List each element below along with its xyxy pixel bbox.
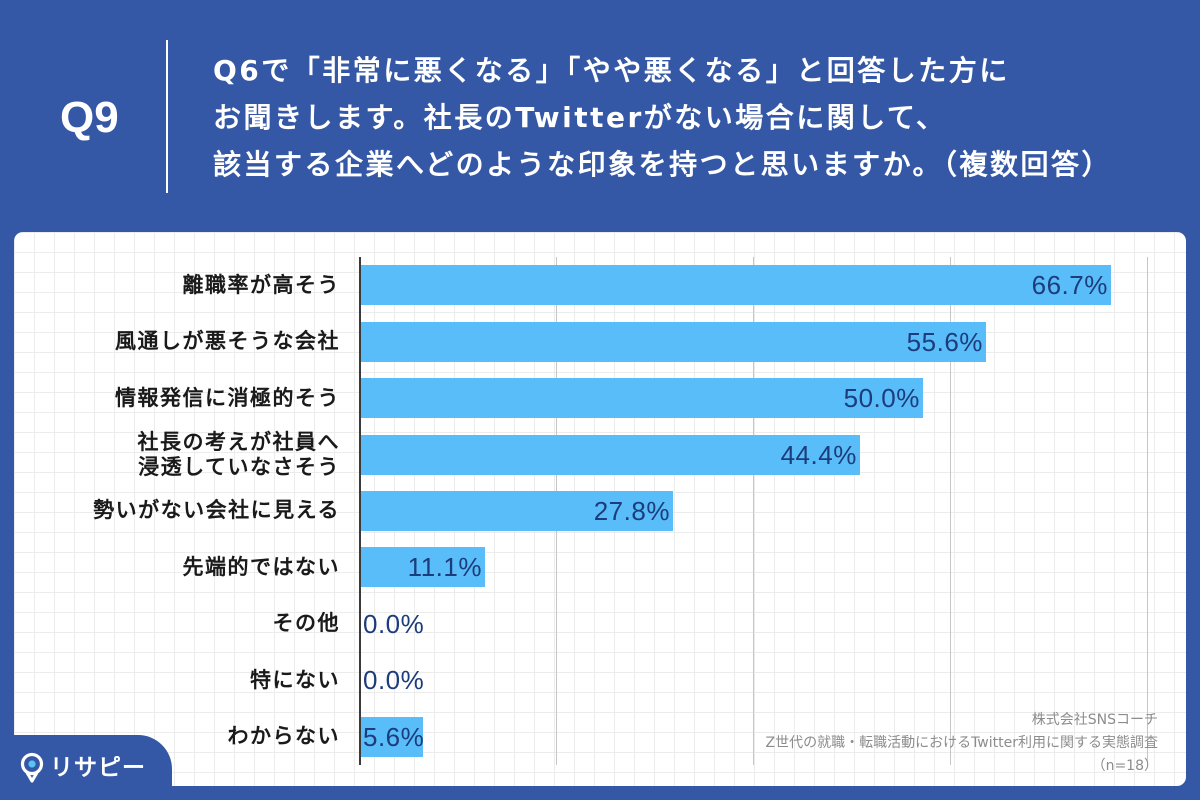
question-text: Q6で「非常に悪くなる」「やや悪くなる」と回答した方に お聞きします。社長のTw… [213,47,1183,188]
question-line: お聞きします。社長のTwitterがない場合に関して、 [213,101,947,134]
question-line: Q6で「非常に悪くなる」「やや悪くなる」と回答した方に [213,54,1010,87]
bar-row: 11.1% [360,539,1148,595]
bar [360,490,673,531]
y-axis-line [359,257,361,765]
value-label: 44.4% [780,439,857,470]
value-label: 0.0% [363,665,425,696]
gridline [1147,257,1148,765]
value-label: 5.6% [363,721,425,752]
value-label: 0.0% [363,608,425,639]
source-survey-title: Z世代の就職・転職活動におけるTwitter利用に関する実態調査 [765,735,1158,751]
bar-row: 50.0% [360,370,1148,426]
plot-area: 66.7% 55.6% 50.0% 44.4% 27.8% 11.1% 0.0% 0.0% 5.… [359,257,1148,765]
bar-row: 27.8% [360,483,1148,539]
category-label: 社長の考えが社員へ 浸透していなさそう [137,429,340,479]
category-label: 情報発信に消極的そう [115,385,340,410]
value-label: 27.8% [593,495,670,526]
value-label: 50.0% [843,383,920,414]
source-note: 株式会社SNSコーチ Z世代の就職・転職活動におけるTwitter利用に関する実… [765,709,1158,778]
bar [360,716,424,757]
header-divider [166,40,168,193]
bar [360,378,923,419]
source-company: 株式会社SNSコーチ [1031,712,1158,728]
logo: リサピー [0,735,172,800]
bar-row: 55.6% [360,313,1148,369]
sample-size: （n=18） [1091,758,1158,774]
bar [360,321,986,362]
bar-row: 0.0% [360,596,1148,652]
category-label: 先端的ではない [182,554,340,579]
category-label: 特にない [250,667,340,692]
value-label: 55.6% [906,326,983,357]
logo-text: リサピー [50,755,146,781]
category-label: 勢いがない会社に見える [93,498,340,523]
category-labels: 離職率が高そう風通しが悪そうな会社 情報発信に消極的そう社長の考えが社員へ 浸透し… [14,257,340,765]
value-label: 66.7% [1031,270,1108,301]
gridline [753,257,754,765]
bar-row: 44.4% [360,426,1148,482]
bar-row: 66.7% [360,257,1148,313]
bar-row: 5.6% [360,709,1148,765]
header: Q9 Q6で「非常に悪くなる」「やや悪くなる」と回答した方に お聞きします。社長… [0,0,1200,232]
category-label: 風通しが悪そうな会社 [115,329,340,354]
value-label: 11.1% [407,552,482,583]
bar [360,547,485,588]
bar [360,434,860,475]
category-label: わからない [227,724,340,749]
chart-card: 離職率が高そう風通しが悪そうな会社 情報発信に消極的そう社長の考えが社員へ 浸透し… [14,232,1186,786]
map-pin-icon [20,752,44,783]
question-number: Q9 [60,93,119,142]
gridline [950,257,951,765]
question-line: 該当する企業へどのような印象を持つと思いますか。（複数回答） [213,148,1113,181]
bar-row: 0.0% [360,652,1148,708]
bar [360,265,1111,306]
category-label: その他 [272,611,340,636]
category-label: 離職率が高そう [182,272,340,297]
